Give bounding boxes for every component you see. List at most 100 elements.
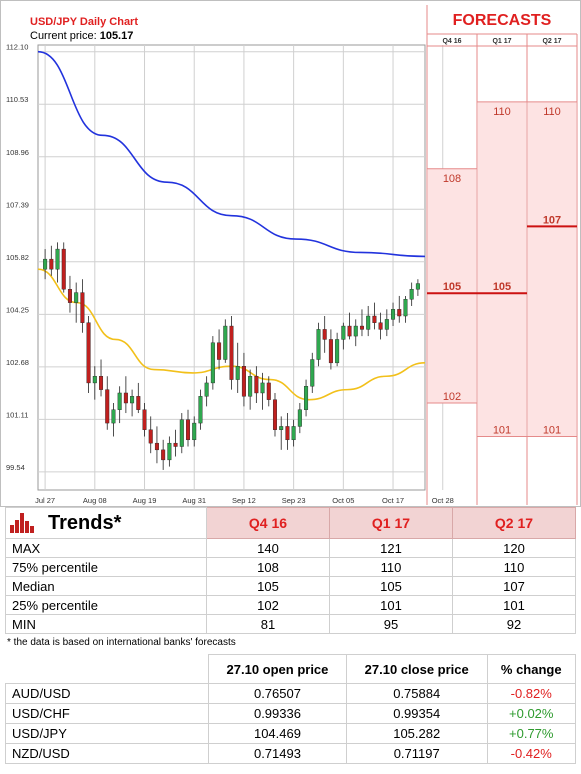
forecast-panel: FORECASTS Q4 16 108 105 102 Q1 17 110 105 101 Q2 … bbox=[426, 5, 578, 505]
y-tick-label: 99.54 bbox=[6, 463, 25, 472]
y-tick-label: 110.53 bbox=[6, 95, 28, 104]
y-tick-label: 112.10 bbox=[6, 43, 28, 52]
candle-body bbox=[316, 329, 321, 360]
row-label: 25% percentile bbox=[5, 595, 207, 615]
candle-body bbox=[117, 392, 122, 410]
candle-body bbox=[204, 382, 209, 397]
candle-body bbox=[92, 376, 97, 384]
candle-body bbox=[67, 289, 72, 303]
fx-row-audusd: AUD/USD 0.76507 0.75884 -0.82% bbox=[5, 683, 576, 704]
x-tick-label: Aug 08 bbox=[83, 496, 107, 505]
x-tick-label: Aug 19 bbox=[133, 496, 157, 505]
candle-body bbox=[167, 442, 172, 461]
axis-ticks: 112.10 110.53 108.96 107.39 105.82 104.25 102.… bbox=[6, 43, 454, 505]
candle-body bbox=[154, 442, 159, 451]
forecast-bottom-value: 101 bbox=[543, 424, 561, 436]
x-tick-label: Sep 12 bbox=[232, 496, 256, 505]
forecast-quarter-label: Q1 17 bbox=[492, 38, 511, 45]
sma-yellow-line bbox=[37, 268, 426, 401]
candle-body bbox=[254, 376, 259, 394]
candle-body bbox=[260, 382, 265, 394]
trends-row-75: 75% percentile 108 110 110 bbox=[5, 557, 576, 577]
fx-close: 0.71197 bbox=[345, 743, 488, 764]
y-tick-label: 105.82 bbox=[6, 253, 29, 262]
current-price-line: Current price: 105.17 bbox=[30, 30, 133, 42]
fx-header-empty bbox=[5, 654, 209, 684]
candle-body bbox=[55, 248, 60, 270]
candle-body bbox=[378, 322, 383, 330]
trends-row-25: 25% percentile 102 101 101 bbox=[5, 595, 576, 615]
fx-change: -0.82% bbox=[486, 683, 576, 704]
candle-body bbox=[291, 426, 296, 441]
cell: 140 bbox=[206, 538, 330, 558]
current-price-label: Current price: bbox=[30, 30, 97, 42]
forecast-range-box bbox=[478, 101, 526, 437]
cell: 105 bbox=[329, 576, 453, 596]
candle-body bbox=[61, 248, 66, 290]
y-tick-label: 102.68 bbox=[6, 358, 29, 367]
candle-body bbox=[322, 329, 327, 340]
candle-body bbox=[241, 366, 246, 397]
fx-open: 0.71493 bbox=[208, 743, 347, 764]
candle-body bbox=[328, 339, 333, 364]
trends-footnote: * the data is based on international ban… bbox=[7, 637, 236, 648]
row-label: MAX bbox=[5, 538, 207, 558]
candle-body bbox=[285, 426, 290, 441]
forecast-range-box bbox=[428, 168, 476, 404]
fx-close: 0.99354 bbox=[345, 703, 488, 724]
candle-body bbox=[192, 422, 197, 441]
fx-table: 27.10 open price 27.10 close price % cha… bbox=[5, 654, 576, 764]
cell: 120 bbox=[452, 538, 576, 558]
fx-col-change: % change bbox=[486, 654, 576, 684]
forecast-bottom-value: 102 bbox=[443, 391, 461, 403]
candle-body bbox=[272, 399, 277, 430]
candle-body bbox=[347, 325, 352, 337]
bar-chart-icon bbox=[10, 513, 36, 533]
cell: 81 bbox=[206, 614, 330, 634]
candle-body bbox=[111, 409, 116, 424]
trends-row-median: Median 105 105 107 bbox=[5, 576, 576, 596]
candle-body bbox=[142, 409, 147, 430]
trends-row-min: MIN 81 95 92 bbox=[5, 614, 576, 634]
candle-body bbox=[341, 325, 346, 340]
candle-body bbox=[161, 449, 166, 461]
trends-col-q4: Q4 16 bbox=[206, 507, 330, 539]
candle-body bbox=[353, 325, 358, 337]
candle-body bbox=[384, 319, 389, 330]
forecast-quarter-label: Q4 16 bbox=[442, 38, 461, 45]
candle-body bbox=[80, 292, 85, 323]
candle-body bbox=[43, 258, 48, 270]
cell: 101 bbox=[452, 595, 576, 615]
fx-open: 0.76507 bbox=[208, 683, 347, 704]
candle-body bbox=[148, 429, 153, 444]
y-tick-label: 101.11 bbox=[6, 410, 28, 419]
forecast-quarter-label: Q2 17 bbox=[542, 38, 561, 45]
candle-body bbox=[415, 283, 420, 290]
forecast-range-box bbox=[528, 101, 576, 437]
x-tick-label: Oct 05 bbox=[332, 496, 354, 505]
candle-body bbox=[304, 386, 309, 410]
candle-body bbox=[279, 426, 284, 430]
fx-col-close: 27.10 close price bbox=[345, 654, 488, 684]
candle-body bbox=[86, 322, 91, 384]
candle-body bbox=[397, 309, 402, 317]
fx-close: 0.75884 bbox=[345, 683, 488, 704]
candle-body bbox=[105, 389, 110, 424]
candle-body bbox=[235, 366, 240, 380]
fx-col-open: 27.10 open price bbox=[208, 654, 347, 684]
candle-body bbox=[297, 409, 302, 427]
candle-body bbox=[248, 376, 253, 397]
sma-blue-line bbox=[37, 50, 426, 258]
moving-averages bbox=[37, 50, 426, 401]
candle-body bbox=[179, 419, 184, 447]
candle-body bbox=[409, 289, 414, 300]
fx-close: 105.282 bbox=[345, 723, 488, 744]
y-tick-label: 107.39 bbox=[6, 200, 29, 209]
forecast-bottom-value: 101 bbox=[493, 424, 511, 436]
chart-title: USD/JPY Daily Chart bbox=[30, 16, 138, 28]
forecast-top-value: 110 bbox=[543, 106, 561, 118]
row-label: 75% percentile bbox=[5, 557, 207, 577]
fx-open: 104.469 bbox=[208, 723, 347, 744]
candle-body bbox=[123, 392, 128, 404]
candle-body bbox=[49, 258, 54, 270]
